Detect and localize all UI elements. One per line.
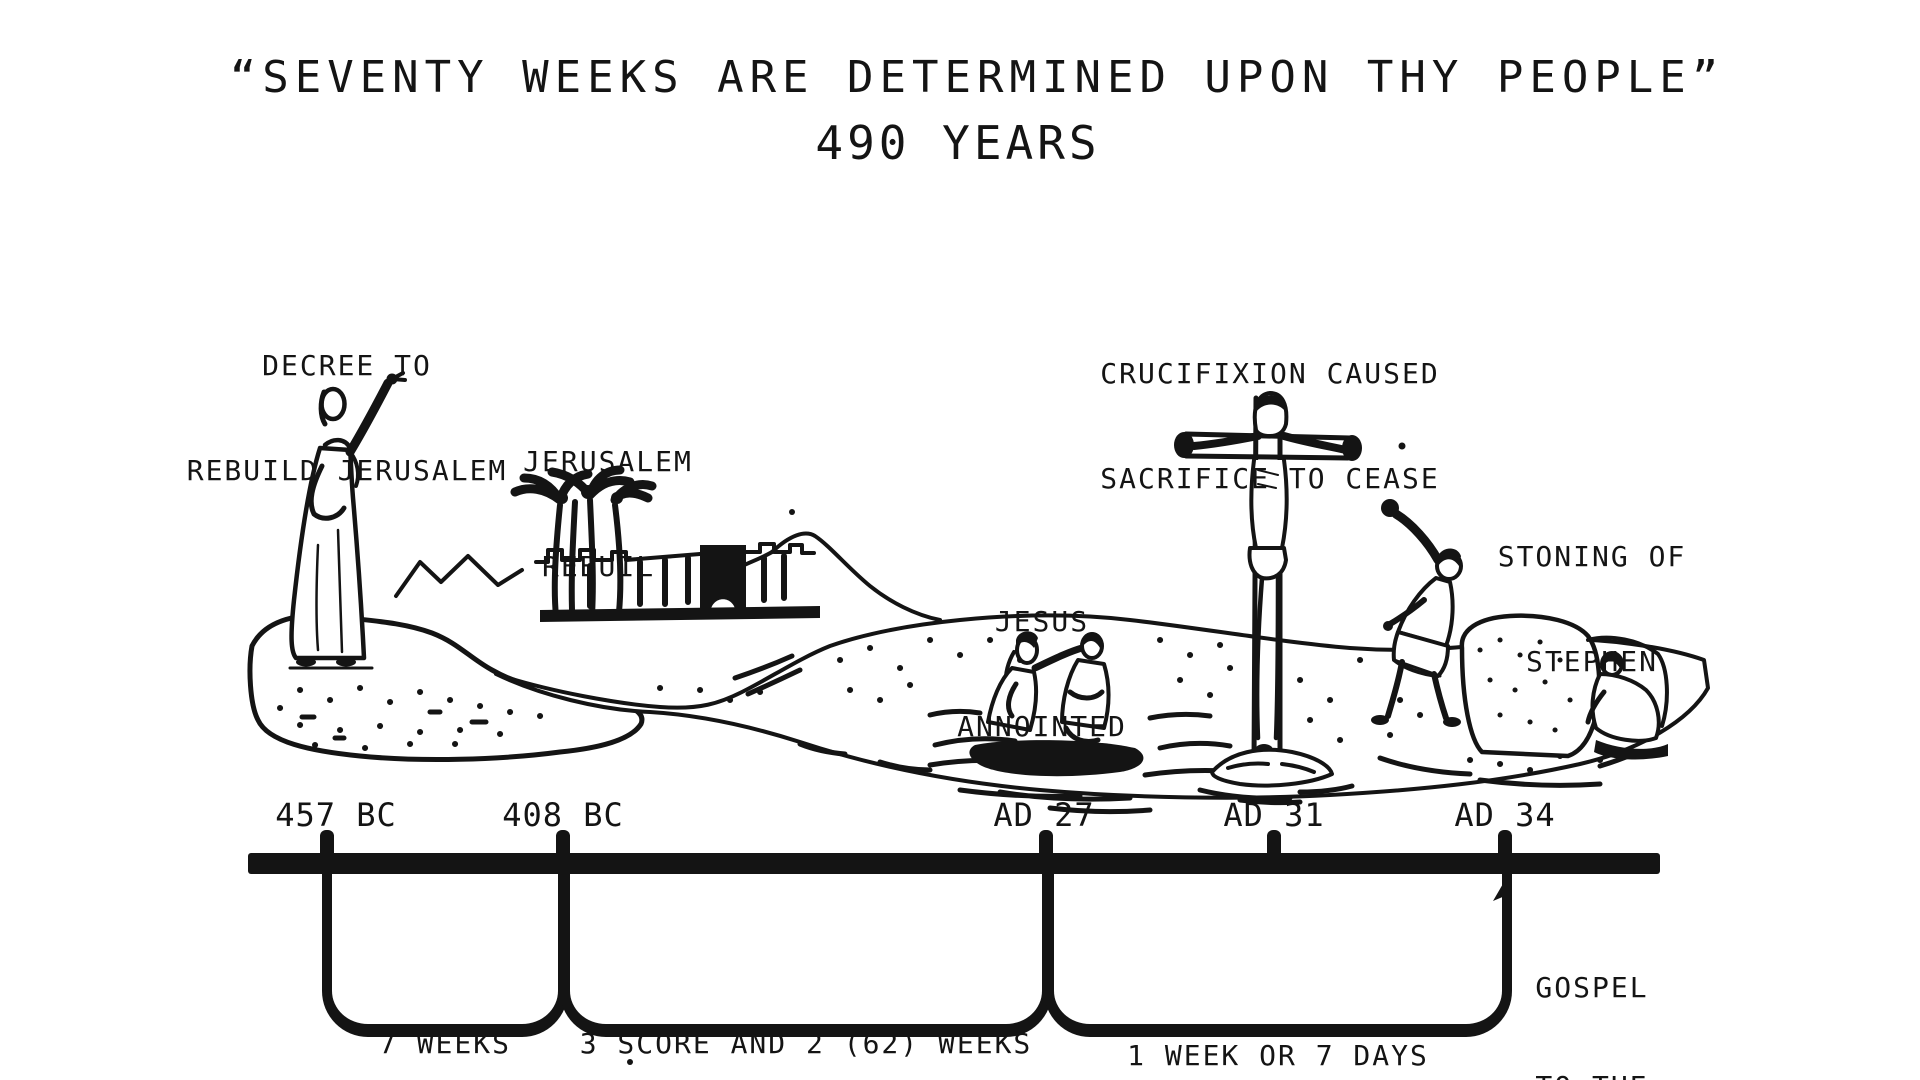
boulder [1459,613,1669,759]
caption-line: JERUSALEM [523,445,693,478]
date-label-ad-27: AD 27 [993,796,1095,834]
caption-line: JESUS [994,605,1090,638]
note-line: GOSPEL [1535,971,1649,1004]
caption-stoning: STONING OF STEPHEN [1498,469,1687,749]
note-line: TO THE [1517,1070,1668,1080]
caption-line: ANNOINTED [957,710,1127,743]
page-subtitle-490-years: 490 YEARS [815,116,1101,170]
jerusalem-city-wall [534,542,820,622]
tick-ad-27 [1039,830,1053,858]
tick-ad-34 [1498,830,1512,858]
caption-line: REBUILD JERUSALEM [186,454,508,487]
caption-jerusalem-rebuilt: JERUSALEM REBUILT [523,374,693,654]
ink-specks [627,442,1406,1065]
segment-line: 7 WEEKS [378,1027,511,1060]
bracket-1-week [1044,874,1512,1037]
stone-thrower-figure [1371,499,1463,727]
page-title: “SEVENTY WEEKS ARE DETERMINED UPON THY P… [229,52,1725,103]
segment-line: 1 WEEK OR 7 DAYS [1127,1039,1429,1072]
segment-label-7-weeks: 7 WEEKS 49 YEARS [360,924,530,1080]
caption-decree: DECREE TO REBUILD JERUSALEM [187,278,508,558]
date-label-ad-31: AD 31 [1223,796,1325,834]
stephen-figure [1585,651,1668,760]
gospel-to-gentiles-note: GOSPEL TO THE GENTILES [1517,905,1668,1080]
caption-line: DECREE TO [262,349,432,382]
caption-line: SACRIFICE TO CEASE [1100,462,1440,495]
prophet-figure [288,371,407,670]
date-label-457-bc: 457 BC [275,796,397,834]
caption-line: CRUCIFIXION CAUSED [1100,357,1440,390]
segment-line: 3 SCORE AND 2 (62) WEEKS [579,1027,1033,1060]
date-label-ad-34: AD 34 [1454,796,1556,834]
caption-jesus-annointed: JESUS ANNOINTED [957,534,1127,814]
timeline-bar [248,853,1660,874]
caption-crucifixion: CRUCIFIXION CAUSED SACRIFICE TO CEASE [1100,286,1439,566]
crucifixion-scene [1174,391,1362,801]
segment-label-1-week: 1 WEEK OR 7 DAYS [1127,936,1429,1080]
segment-label-62-weeks: 3 SCORE AND 2 (62) WEEKS 434 YEARS [580,924,1033,1080]
tick-ad-31 [1267,830,1281,858]
caption-line: REBUILT [541,550,674,583]
tick-408-bc [556,830,570,858]
stoning-scene [1371,499,1669,760]
date-label-408-bc: 408 BC [502,796,624,834]
tick-457-bc [320,830,334,858]
caption-line: STEPHEN [1525,645,1659,678]
baptism-of-jesus [927,631,1233,815]
caption-line: STONING OF [1497,540,1687,573]
